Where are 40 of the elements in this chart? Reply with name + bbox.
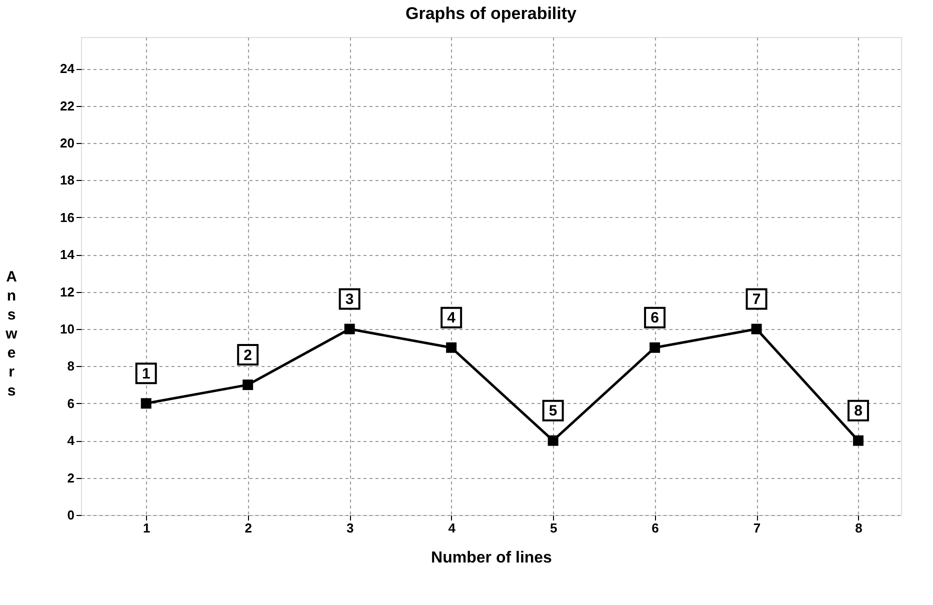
x-tick-label: 5 (550, 520, 558, 536)
annotation: 5 (548, 402, 558, 420)
x-axis-title: Number of lines (431, 550, 552, 566)
point (242, 380, 254, 390)
y-tick-label: 4 (67, 433, 76, 448)
y-tick-label: 8 (67, 358, 74, 374)
x-tick-label: 4 (448, 520, 456, 536)
y-tick-label: 6 (67, 396, 74, 411)
y-tick-label: 22 (60, 98, 74, 114)
y-tick-label: 18 (60, 172, 74, 188)
y-tick-label: 16 (60, 210, 74, 225)
y-tick-label: 0 (67, 508, 74, 522)
y-tick-label: 14 (60, 247, 76, 262)
annotation: 6 (650, 310, 659, 327)
annotation: 2 (244, 346, 252, 364)
y-axis-title: Answers (4, 268, 18, 400)
x-tick-label: 3 (346, 520, 354, 536)
point (548, 435, 558, 446)
y-tick-label: 20 (60, 136, 74, 151)
y-tick-label: 24 (60, 61, 76, 76)
chart-title: Graphs of operability (406, 4, 578, 23)
annotation: 4 (447, 310, 456, 327)
y-tick-label: 2 (67, 470, 74, 486)
point (751, 324, 762, 334)
x-tick-label: 7 (753, 520, 761, 536)
annotation: 1 (142, 365, 150, 382)
point (140, 398, 152, 409)
point (446, 342, 457, 353)
x-tick-label: 8 (855, 520, 862, 536)
y-tick-label: 10 (60, 322, 74, 337)
point (853, 435, 864, 446)
point (344, 324, 355, 334)
x-tick-label: 1 (142, 520, 150, 536)
y-tick-label: 12 (60, 284, 74, 300)
x-tick-label: 2 (244, 520, 252, 536)
point (650, 342, 660, 353)
annotation: 7 (752, 291, 761, 308)
x-tick-label: 6 (652, 520, 659, 536)
annotation: 8 (854, 402, 862, 420)
annotation: 3 (345, 291, 354, 308)
